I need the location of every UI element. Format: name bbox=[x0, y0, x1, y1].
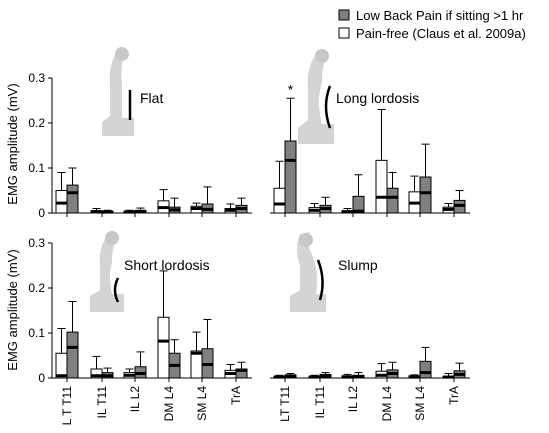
y-tick-label: 0.1 bbox=[28, 161, 45, 175]
legend-label-painfree: Pain-free (Claus et al. 2009a) bbox=[356, 26, 526, 41]
bar bbox=[386, 187, 399, 214]
y-tick-label: 0.1 bbox=[28, 326, 45, 340]
bar bbox=[375, 159, 388, 214]
panel-long-lordosis: * bbox=[270, 81, 470, 217]
legend-label-lbp: Low Back Pain if sitting >1 hr bbox=[356, 8, 524, 23]
panel-title-slump: Slump bbox=[338, 257, 378, 273]
x-category-labels-left: L T T11 IL T11 IL L2 DM L4 SM L4 TrA bbox=[60, 386, 243, 426]
posture-illustration-long-lordosis bbox=[298, 49, 334, 144]
x-category-label: TrA bbox=[447, 386, 461, 405]
panel-title-flat: Flat bbox=[140, 90, 163, 106]
legend-swatch-lbp bbox=[338, 9, 350, 21]
bar bbox=[352, 195, 365, 214]
bar bbox=[284, 140, 297, 214]
posture-illustration-slump bbox=[290, 232, 326, 312]
x-category-label: SM L4 bbox=[195, 386, 209, 421]
y-tick-label: 0 bbox=[38, 206, 45, 220]
y-tick-label: 0.2 bbox=[28, 281, 45, 295]
y-axis-label-bottom: EMG amplitude (mV) bbox=[5, 249, 20, 370]
y-tick-label: 0.2 bbox=[28, 116, 45, 130]
y-tick-label: 0.3 bbox=[28, 71, 45, 85]
posture-illustration-short-lordosis bbox=[90, 231, 124, 312]
bar bbox=[157, 316, 170, 379]
panel-short-lordosis: 0 0.1 0.2 0.3 bbox=[28, 236, 252, 385]
x-category-label: TrA bbox=[229, 386, 243, 405]
legend: Low Back Pain if sitting >1 hr Pain-free… bbox=[338, 8, 526, 41]
x-category-label: IL T11 bbox=[313, 386, 327, 419]
significance-annotation: * bbox=[288, 81, 294, 97]
x-category-label: LT T11 bbox=[278, 386, 292, 422]
x-category-label: L T T11 bbox=[60, 386, 74, 426]
bar bbox=[419, 176, 432, 214]
panel-slump bbox=[270, 346, 470, 382]
bar bbox=[190, 350, 203, 379]
x-category-label: DM L4 bbox=[162, 386, 176, 422]
x-category-label: IL L2 bbox=[128, 386, 142, 413]
y-axis-label-top: EMG amplitude (mV) bbox=[5, 83, 20, 204]
panel-title-long-lordosis: Long lordosis bbox=[336, 90, 419, 106]
x-category-label: SM L4 bbox=[413, 386, 427, 421]
y-tick-label: 0.3 bbox=[28, 236, 45, 250]
panel-flat: 0 0.1 0.2 0.3 bbox=[28, 71, 252, 220]
x-category-label: DM L4 bbox=[380, 386, 394, 422]
bar bbox=[66, 184, 79, 214]
legend-swatch-painfree bbox=[338, 27, 350, 39]
x-category-label: IL L2 bbox=[346, 386, 360, 413]
x-category-label: IL T11 bbox=[95, 386, 109, 419]
x-category-labels-right: LT T11 IL T11 IL L2 DM L4 SM L4 TrA bbox=[278, 386, 461, 422]
bar bbox=[419, 360, 432, 379]
posture-illustration-flat bbox=[102, 47, 134, 136]
y-tick-label: 0 bbox=[38, 371, 45, 385]
bar bbox=[273, 187, 286, 214]
panel-title-short-lordosis: Short lordosis bbox=[124, 257, 210, 273]
bar bbox=[66, 331, 79, 379]
